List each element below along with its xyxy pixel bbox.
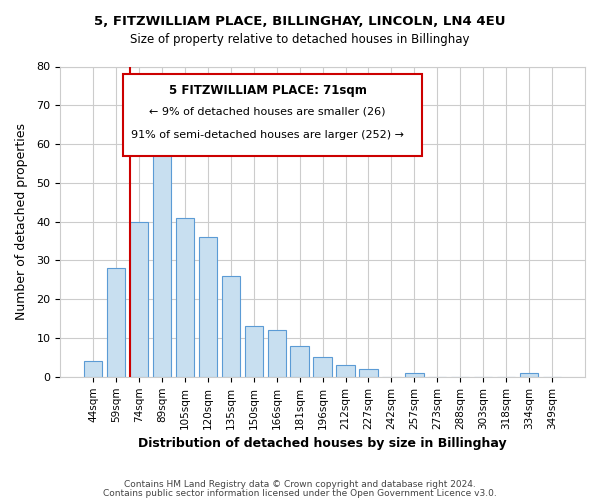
Bar xyxy=(107,268,125,377)
Bar xyxy=(405,373,424,377)
Text: 91% of semi-detached houses are larger (252) →: 91% of semi-detached houses are larger (… xyxy=(131,130,404,140)
Text: ← 9% of detached houses are smaller (26): ← 9% of detached houses are smaller (26) xyxy=(149,107,386,117)
Text: Size of property relative to detached houses in Billinghay: Size of property relative to detached ho… xyxy=(130,32,470,46)
Bar xyxy=(313,358,332,377)
Bar xyxy=(245,326,263,377)
Bar xyxy=(176,218,194,377)
X-axis label: Distribution of detached houses by size in Billinghay: Distribution of detached houses by size … xyxy=(138,437,507,450)
Bar xyxy=(359,369,377,377)
Bar xyxy=(337,365,355,377)
Bar xyxy=(221,276,240,377)
Text: Contains public sector information licensed under the Open Government Licence v3: Contains public sector information licen… xyxy=(103,488,497,498)
Text: Contains HM Land Registry data © Crown copyright and database right 2024.: Contains HM Land Registry data © Crown c… xyxy=(124,480,476,489)
Bar xyxy=(290,346,309,377)
Text: 5, FITZWILLIAM PLACE, BILLINGHAY, LINCOLN, LN4 4EU: 5, FITZWILLIAM PLACE, BILLINGHAY, LINCOL… xyxy=(94,15,506,28)
Bar xyxy=(153,140,171,377)
Bar xyxy=(199,237,217,377)
Bar xyxy=(84,362,103,377)
Bar xyxy=(268,330,286,377)
Bar xyxy=(520,373,538,377)
Bar xyxy=(130,222,148,377)
FancyBboxPatch shape xyxy=(123,74,422,156)
Y-axis label: Number of detached properties: Number of detached properties xyxy=(15,123,28,320)
Text: 5 FITZWILLIAM PLACE: 71sqm: 5 FITZWILLIAM PLACE: 71sqm xyxy=(169,84,367,96)
